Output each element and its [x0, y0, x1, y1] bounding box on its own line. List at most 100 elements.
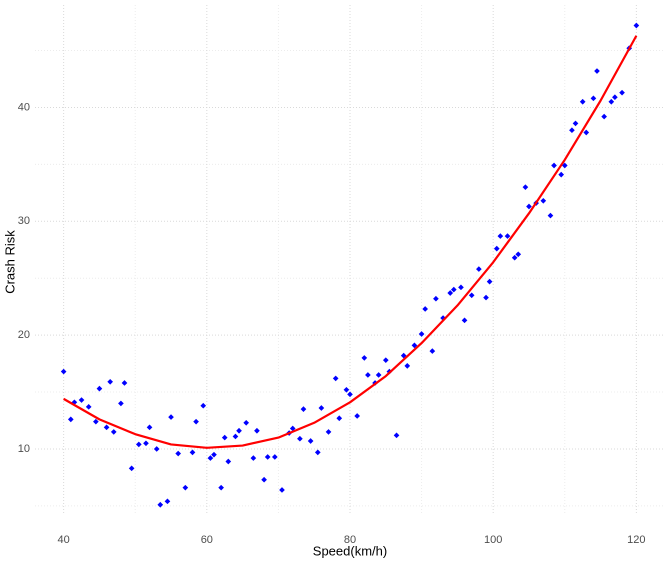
data-point: [128, 465, 135, 472]
data-point: [157, 501, 164, 508]
data-point: [461, 317, 468, 324]
data-point: [135, 441, 142, 448]
data-point: [272, 454, 278, 460]
data-point: [583, 129, 590, 136]
data-point: [572, 120, 579, 127]
data-point: [590, 95, 597, 102]
data-point: [612, 94, 618, 101]
data-point: [254, 427, 260, 434]
data-point: [236, 427, 242, 434]
data-point: [429, 348, 436, 354]
y-tick-label: 20: [18, 329, 30, 341]
data-point: [78, 397, 85, 403]
data-point: [365, 372, 371, 378]
data-point: [175, 450, 182, 457]
data-point: [540, 197, 547, 204]
data-point: [200, 402, 207, 409]
data-point: [447, 290, 454, 296]
data-point: [146, 424, 153, 431]
data-point: [476, 266, 482, 272]
data-point: [261, 476, 267, 483]
fit-line: [63, 35, 638, 449]
data-point: [60, 368, 67, 375]
data-point: [189, 449, 196, 456]
data-point: [207, 455, 214, 461]
data-point: [404, 363, 411, 369]
data-point: [569, 127, 575, 134]
data-point: [103, 424, 110, 431]
data-point: [411, 342, 418, 349]
x-tick-label: 60: [201, 534, 213, 546]
data-point: [314, 449, 321, 456]
data-point: [493, 245, 500, 252]
data-point: [243, 419, 250, 426]
data-point: [504, 233, 511, 239]
data-point: [318, 405, 325, 411]
data-point: [264, 454, 271, 460]
data-point: [300, 406, 307, 412]
data-point: [594, 68, 600, 74]
data-point: [579, 98, 586, 105]
data-point: [67, 416, 74, 423]
data-point: [418, 331, 425, 337]
data-point: [225, 458, 232, 465]
y-tick-label: 40: [18, 101, 30, 113]
data-point: [601, 113, 607, 120]
data-point: [483, 294, 489, 301]
data-point: [193, 418, 199, 425]
data-point: [458, 284, 464, 291]
data-point: [85, 404, 92, 410]
data-point: [375, 372, 382, 378]
data-point: [325, 429, 332, 435]
data-point: [561, 162, 568, 169]
x-tick-label: 120: [627, 534, 645, 546]
x-tick-label: 80: [344, 534, 356, 546]
data-point: [110, 429, 117, 435]
data-point: [558, 171, 565, 178]
data-point: [547, 212, 554, 219]
data-point: [511, 254, 518, 261]
data-point: [450, 286, 457, 293]
data-point: [522, 184, 529, 190]
x-tick-label: 100: [484, 534, 502, 546]
data-point: [515, 251, 522, 258]
data-point: [332, 375, 339, 382]
data-point: [486, 278, 493, 285]
data-point: [343, 386, 350, 393]
data-point: [526, 203, 532, 210]
data-point: [347, 391, 353, 398]
data-point: [279, 487, 285, 493]
data-point: [551, 162, 557, 169]
data-point: [250, 455, 257, 461]
data-point: [422, 306, 428, 312]
data-point: [433, 295, 439, 302]
data-point: [307, 438, 314, 444]
data-point: [182, 484, 189, 491]
data-point: [354, 413, 360, 419]
data-point: [497, 233, 504, 239]
data-point: [468, 292, 475, 299]
x-axis-title: Speed(km/h): [313, 543, 387, 558]
data-point: [393, 432, 400, 439]
data-point: [211, 451, 217, 458]
data-point: [164, 498, 171, 505]
data-point: [382, 357, 389, 364]
data-point: [361, 355, 368, 361]
data-point: [221, 434, 228, 441]
x-tick-label: 40: [58, 534, 70, 546]
data-point: [96, 385, 103, 392]
data-point: [619, 89, 625, 96]
data-point: [336, 415, 343, 422]
data-point: [232, 433, 239, 440]
data-point: [218, 484, 224, 491]
y-tick-label: 10: [18, 443, 30, 455]
data-point: [118, 400, 124, 407]
data-point: [121, 380, 128, 386]
y-axis-title: Crash Risk: [2, 230, 17, 294]
data-point: [153, 446, 160, 452]
data-point: [297, 435, 303, 442]
data-point: [608, 98, 615, 105]
data-point: [93, 418, 99, 425]
data-point: [107, 378, 113, 385]
